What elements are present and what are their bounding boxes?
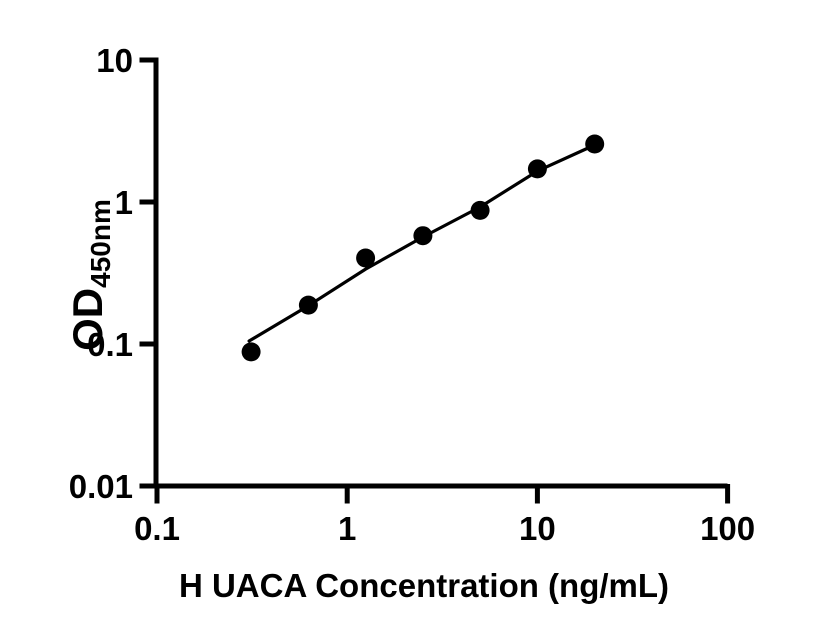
y-tick-label: 0.1 xyxy=(87,326,133,363)
series-layer xyxy=(241,134,605,362)
data-point xyxy=(413,226,433,246)
x-axis-title: H UACA Concentration (ng/mL) xyxy=(179,567,669,604)
data-point xyxy=(241,342,261,362)
y-axis-title: OD450nm xyxy=(64,199,116,351)
data-point xyxy=(470,200,490,220)
y-axis-title-subscript: 450nm xyxy=(85,199,116,288)
data-point xyxy=(298,295,318,315)
y-tick-label: 0.01 xyxy=(69,468,133,505)
y-tick-label: 1 xyxy=(115,184,133,221)
axis-lines xyxy=(153,57,728,489)
x-tick-label: 10 xyxy=(519,510,556,547)
data-point xyxy=(585,134,605,154)
y-tick-label: 10 xyxy=(96,42,133,79)
data-point xyxy=(356,248,376,268)
y-axis-title-main: OD xyxy=(64,288,111,351)
x-tick-label: 1 xyxy=(338,510,356,547)
data-point xyxy=(527,159,547,179)
x-tick-label: 0.1 xyxy=(134,510,180,547)
x-tick-label: 100 xyxy=(700,510,755,547)
